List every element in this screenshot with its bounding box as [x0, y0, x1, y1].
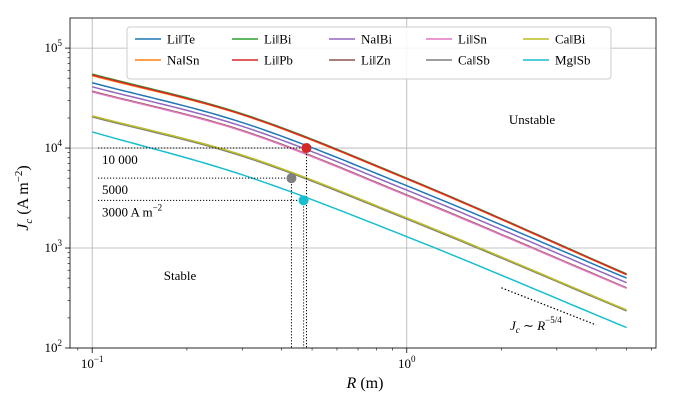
series-line — [92, 74, 627, 276]
legend-entry: Na‖Bi — [361, 32, 392, 47]
series-line — [92, 82, 627, 279]
critical-label: 3000 A m−2 — [102, 202, 162, 219]
series-line — [92, 116, 627, 312]
critical-point — [286, 173, 297, 184]
y-tick-label: 104 — [45, 138, 63, 155]
legend-entry: Li‖Sn — [458, 32, 487, 47]
y-tick-label: 105 — [45, 38, 63, 55]
legend-entry: Li‖Te — [167, 32, 195, 47]
annotations: 10 000 5000 3000 A m−2 Unstable Stable Jc ∼ R… — [102, 112, 597, 335]
y-tick-label: 102 — [45, 338, 63, 355]
plot-frame — [69, 17, 657, 349]
slope-guide — [501, 287, 597, 326]
critical-label: 5000 — [102, 182, 128, 197]
y-tick-label: 103 — [45, 238, 63, 255]
critical-label: 10 000 — [102, 152, 138, 167]
stable-label: Stable — [164, 268, 197, 283]
legend-entry: Ca‖Bi — [555, 32, 586, 47]
unstable-label: Unstable — [509, 112, 555, 127]
x-tick-label: 10−1 — [81, 354, 104, 371]
legend-entry: Ca‖Sb — [458, 53, 490, 68]
critical-point — [301, 143, 312, 154]
series-line — [92, 115, 627, 311]
critical-point — [298, 195, 309, 206]
critical-points — [286, 143, 312, 206]
legend-entry: Li‖Bi — [264, 32, 292, 47]
y-axis-label: Jc (A m−2) — [13, 165, 35, 231]
slope-label: Jc ∼ R−5/4 — [510, 315, 562, 335]
legend-entry: Mg‖Sb — [555, 53, 590, 68]
legend-entry: Na‖Sn — [167, 53, 200, 68]
series-line — [92, 86, 627, 284]
axis-ticks: 10−1 100 102 103 104 105 — [45, 38, 652, 371]
x-axis-label: R (m) — [346, 375, 384, 392]
legend-box — [126, 26, 612, 80]
x-tick-label: 100 — [398, 354, 416, 371]
series-line — [91, 131, 627, 329]
series-lines — [91, 73, 627, 329]
critical-guides — [98, 147, 307, 348]
series-line — [92, 91, 627, 290]
legend: Li‖Te Na‖Sn Li‖Bi Li‖Pb Na‖Bi Li‖Zn Li‖Sn Ca‖Sb… — [126, 26, 612, 80]
legend-entry: Li‖Zn — [361, 53, 391, 68]
legend-entry: Li‖Pb — [264, 53, 293, 68]
